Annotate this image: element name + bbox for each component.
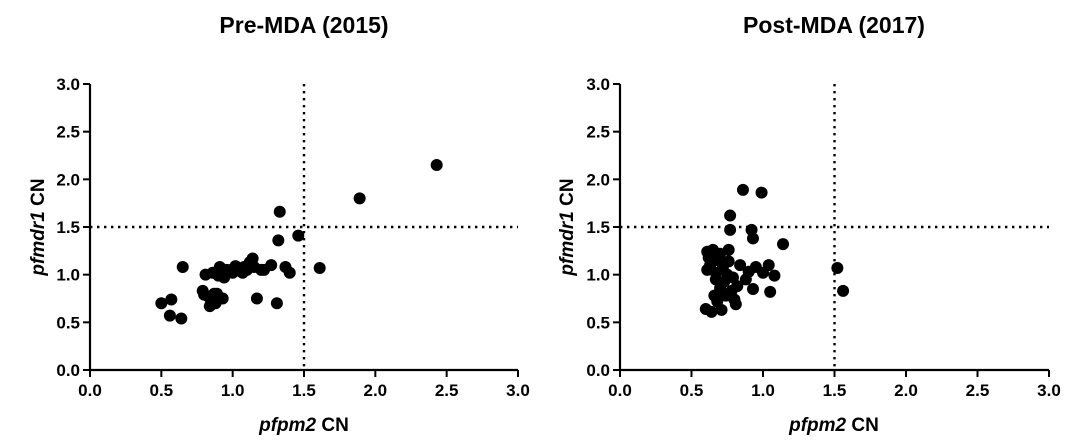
x-axis-label: pfpm2 CN	[258, 415, 349, 436]
data-point	[273, 205, 286, 218]
data-points	[155, 159, 443, 325]
data-point	[216, 292, 229, 305]
scatter-panel-pre-mda: Pre-MDA (2015) pfmdr1 CN pfpm2 CN 0.0 0.5…	[28, 12, 530, 436]
data-point	[729, 298, 742, 311]
data-point	[270, 297, 283, 310]
data-point	[764, 285, 777, 298]
data-point	[768, 269, 781, 282]
data-point	[734, 259, 747, 272]
y-axis-label-gene: pfmdr1	[28, 211, 49, 276]
y-tick-label: 0.0	[56, 361, 80, 380]
y-tick-label: 1.0	[586, 266, 610, 285]
y-axis-label: pfmdr1 CN	[557, 178, 578, 276]
x-axis-label-gene: pfpm2	[258, 415, 316, 436]
data-point	[165, 293, 178, 306]
x-tick-label: 2.0	[364, 381, 388, 400]
data-point	[163, 309, 176, 322]
reference-lines	[90, 84, 518, 370]
x-tick-label: 0.0	[608, 381, 632, 400]
axes: 0.0 0.5 1.0 1.5 2.0 2.5 3.0 0.0 0.5 1.0 1.5 2.0 2.5 3…	[586, 75, 1060, 400]
y-tick-label: 1.0	[56, 266, 80, 285]
y-axis-label-unit: CN	[557, 178, 578, 205]
x-tick-label: 1.5	[292, 381, 316, 400]
data-point	[724, 223, 737, 236]
axes: 0.0 0.5 1.0 1.5 2.0 2.5 3.0 0.0 0.5 1.0 1.5 2.0 2.5 3…	[56, 75, 529, 400]
x-tick-label: 0.5	[680, 381, 704, 400]
data-point	[777, 238, 790, 251]
data-point	[722, 243, 735, 256]
chart-title: Pre-MDA (2015)	[219, 12, 388, 38]
x-axis-label: pfpm2 CN	[788, 415, 879, 436]
x-tick-label: 2.5	[435, 381, 459, 400]
y-tick-label: 0.5	[56, 313, 80, 332]
data-point	[755, 186, 768, 199]
y-axis-label-gene: pfmdr1	[557, 211, 578, 276]
data-point	[746, 282, 759, 295]
y-tick-label: 0.5	[586, 313, 610, 332]
y-tick-label: 2.0	[56, 170, 80, 189]
x-tick-label: 0.5	[150, 381, 174, 400]
y-tick-label: 0.0	[586, 361, 610, 380]
data-point	[353, 192, 366, 205]
data-point	[831, 261, 844, 274]
data-point	[250, 292, 263, 305]
data-point	[292, 229, 305, 242]
y-tick-label: 2.0	[586, 170, 610, 189]
x-tick-label: 2.0	[894, 381, 918, 400]
data-point	[430, 159, 443, 172]
data-points	[699, 183, 850, 318]
data-point	[736, 183, 749, 196]
data-point	[731, 280, 744, 293]
y-axis-label-unit: CN	[28, 178, 49, 205]
y-tick-label: 1.5	[56, 218, 80, 237]
data-point	[272, 234, 285, 247]
svg-text:pfmdr1 CN: pfmdr1 CN	[557, 178, 578, 276]
x-tick-label: 2.5	[966, 381, 990, 400]
x-tick-label: 1.0	[221, 381, 245, 400]
data-point	[283, 266, 296, 279]
x-tick-label: 1.0	[751, 381, 775, 400]
data-point	[722, 255, 735, 268]
y-tick-label: 2.5	[56, 123, 80, 142]
data-point	[762, 259, 775, 272]
x-axis-label-unit: CN	[321, 415, 348, 436]
y-tick-label: 1.5	[586, 218, 610, 237]
scatter-panel-post-mda: Post-MDA (2017) pfmdr1 CN pfpm2 CN 0.00.…	[557, 12, 1061, 436]
svg-text:pfmdr1 CN: pfmdr1 CN	[28, 178, 49, 276]
x-tick-label: 1.5	[823, 381, 847, 400]
x-tick-label: 3.0	[506, 381, 530, 400]
data-point	[155, 297, 168, 310]
data-point	[705, 305, 718, 318]
data-point	[746, 232, 759, 245]
y-axis-label: pfmdr1 CN	[28, 178, 49, 276]
y-tick-label: 3.0	[586, 75, 610, 94]
data-point	[175, 312, 188, 325]
y-tick-label: 2.5	[586, 123, 610, 142]
x-axis-label-unit: CN	[851, 415, 878, 436]
data-point	[724, 209, 737, 222]
data-point	[837, 284, 850, 297]
reference-lines	[620, 84, 1049, 370]
data-point	[715, 303, 728, 316]
x-tick-label: 0.0	[78, 381, 102, 400]
data-point	[313, 261, 326, 274]
x-axis-label-gene: pfpm2	[788, 415, 846, 436]
x-tick-label: 3.0	[1037, 381, 1061, 400]
data-point	[176, 261, 189, 274]
chart-title: Post-MDA (2017)	[743, 12, 925, 38]
y-tick-label: 3.0	[56, 75, 80, 94]
data-point	[265, 259, 278, 272]
